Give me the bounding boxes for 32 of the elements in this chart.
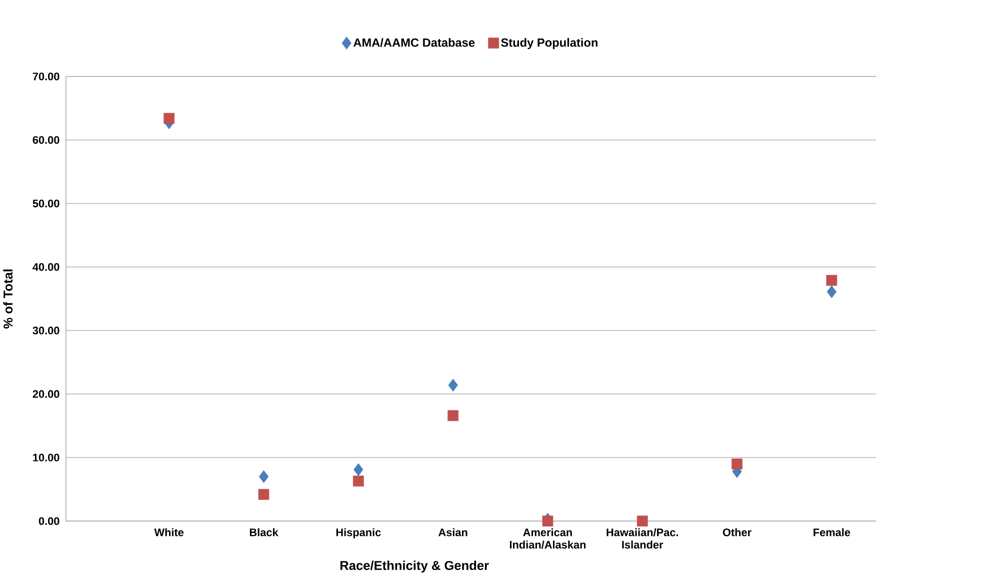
y-tick-label: 60.00	[32, 136, 60, 144]
point	[542, 516, 554, 527]
point	[448, 378, 458, 392]
x-tick-label: White	[154, 528, 184, 536]
point	[826, 274, 838, 286]
x-tick-label: Hispanic	[336, 528, 381, 538]
legend-label: Study Population	[501, 38, 598, 50]
y-axis-title: % of Total	[3, 270, 13, 329]
point	[164, 112, 175, 124]
point	[732, 458, 742, 470]
x-tick-label: Black	[250, 528, 278, 536]
point	[448, 410, 458, 422]
y-tick-label: 0.00	[38, 517, 60, 525]
y-tick-label: 30.00	[32, 326, 60, 334]
point	[258, 470, 269, 484]
point	[636, 516, 648, 527]
y-tick-label: 10.00	[33, 454, 60, 462]
x-tick-label: Hawaiian/Pac. Islander	[606, 528, 678, 549]
point	[826, 285, 837, 298]
x-tick-label: Female	[814, 528, 850, 536]
point	[352, 476, 364, 486]
y-tick-label: 20.00	[32, 390, 60, 398]
y-tick-label: 40.00	[32, 263, 60, 271]
x-axis-title: Race/Ethnicity & Gender	[340, 560, 489, 573]
x-tick-label: Asian	[438, 528, 468, 536]
point	[258, 488, 270, 500]
y-tick-label: 50.00	[32, 200, 60, 208]
point	[354, 463, 364, 476]
x-tick-label: American Indian/Alaskan	[510, 528, 586, 549]
legend-label: AMA/AAMC Database	[353, 38, 475, 47]
y-tick-label: 70.00	[32, 72, 60, 80]
x-tick-label: Other	[722, 528, 752, 536]
